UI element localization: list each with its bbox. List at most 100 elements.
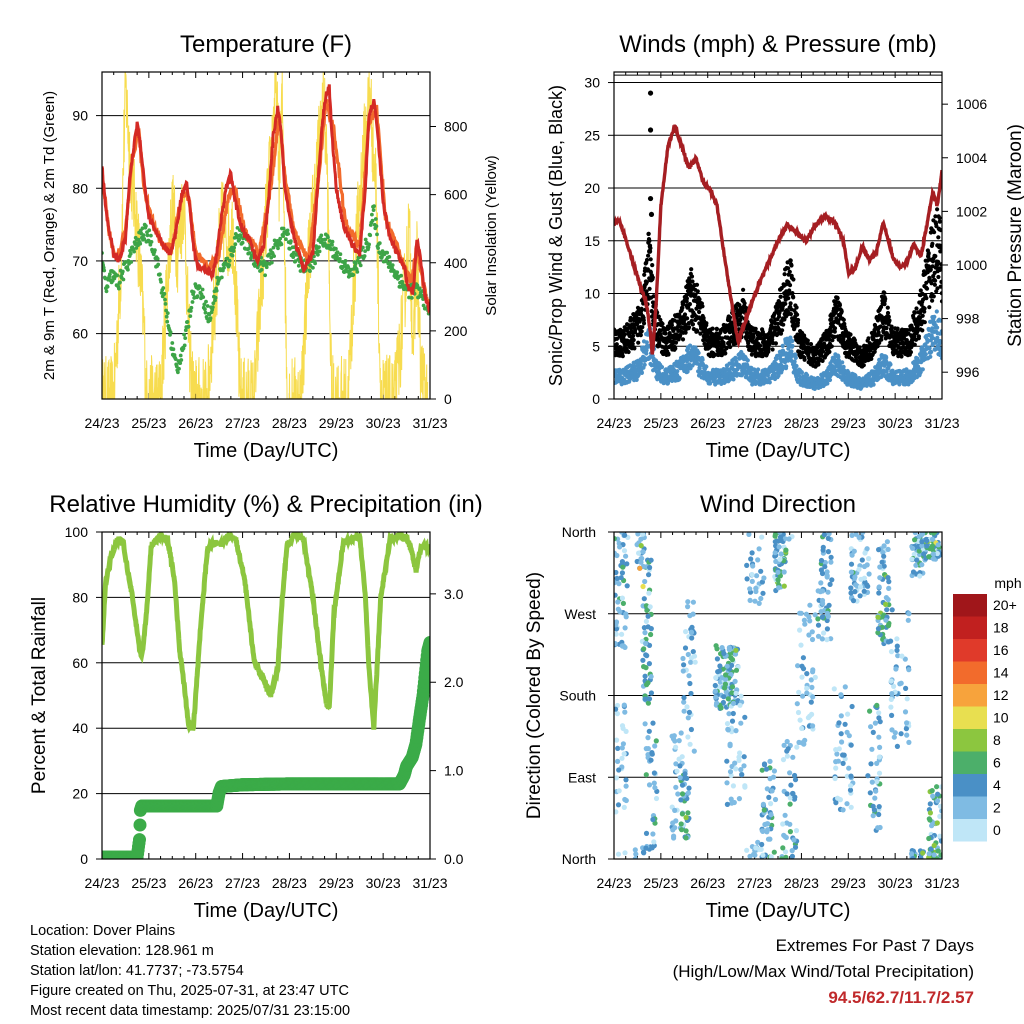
- gust-point: [882, 302, 887, 307]
- wind-point: [938, 318, 942, 323]
- dewpoint-point: [338, 252, 343, 257]
- gust-point: [620, 354, 625, 359]
- dewpoint-point: [281, 234, 285, 239]
- gust-point: [938, 284, 942, 289]
- dewpoint-point: [358, 263, 363, 268]
- direction-point: [616, 767, 622, 773]
- gust-point: [930, 264, 935, 269]
- dewpoint-point: [202, 302, 207, 307]
- gust-point: [908, 350, 914, 355]
- x-axis-label: Time (Day/UTC): [194, 900, 339, 922]
- dewpoint-point: [296, 263, 301, 268]
- dewpoint-point: [163, 302, 168, 306]
- gust-point: [773, 341, 779, 346]
- x-tick-label: 29/23: [319, 875, 354, 891]
- direction-point: [619, 570, 626, 576]
- gust-point: [780, 328, 785, 333]
- dewpoint-point: [351, 273, 356, 277]
- dewpoint-point: [395, 270, 400, 275]
- dewpoint-point: [407, 295, 411, 300]
- dewpoint-point: [203, 310, 208, 315]
- dewpoint-point: [373, 217, 378, 221]
- wind-point: [932, 314, 937, 319]
- direction-point: [623, 614, 629, 620]
- dewpoint-point: [264, 265, 269, 270]
- dewpoint-point: [102, 268, 107, 273]
- dewpoint-point: [182, 332, 187, 337]
- gust-point: [647, 238, 652, 243]
- gust-point: [650, 263, 655, 268]
- dewpoint-point: [118, 280, 122, 285]
- direction-point: [615, 851, 622, 857]
- wind-point: [840, 360, 845, 365]
- gust-point: [895, 326, 900, 331]
- y-axis-label: Direction (Colored By Speed): [524, 572, 545, 819]
- dewpoint-point: [293, 259, 298, 264]
- gust-point: [788, 312, 794, 317]
- gust-point: [932, 230, 937, 235]
- y-tick-label: 20: [584, 180, 600, 196]
- x-tick-label: 25/23: [131, 415, 166, 431]
- gust-point: [782, 317, 787, 322]
- y2-tick-label: 996: [956, 364, 980, 380]
- gust-point: [884, 326, 889, 331]
- gust-point: [795, 312, 800, 317]
- x-tick-label: 31/23: [924, 415, 959, 431]
- dewpoint-point: [240, 240, 245, 245]
- gust-point: [912, 334, 917, 339]
- wind-point: [812, 386, 818, 391]
- dewpoint-point: [168, 330, 173, 335]
- gust-point: [800, 350, 805, 355]
- gust-point: [936, 259, 941, 264]
- gust-point: [770, 347, 775, 352]
- dewpoint-point: [387, 255, 392, 259]
- wind-point: [685, 346, 691, 351]
- wind-point: [704, 364, 709, 369]
- gust-point: [693, 292, 698, 297]
- direction-point: [616, 581, 622, 587]
- gust-point: [786, 266, 791, 271]
- direction-point: [632, 847, 638, 853]
- gust-point: [686, 325, 692, 330]
- gust-point: [641, 321, 647, 326]
- dewpoint-point: [211, 301, 216, 306]
- dewpoint-point: [371, 208, 376, 213]
- dewpoint-point: [188, 314, 193, 318]
- dewpoint-point: [341, 264, 346, 269]
- direction-point: [621, 804, 627, 811]
- y-tick-label: 5: [592, 338, 600, 354]
- gust-point: [648, 257, 653, 262]
- y-tick-label: 25: [584, 127, 600, 143]
- gust-point: [766, 349, 771, 354]
- gust-point: [827, 349, 832, 354]
- dewpoint-point: [155, 256, 160, 261]
- direction-point: [614, 580, 617, 586]
- wind-point: [938, 352, 942, 358]
- dewpoint-point: [343, 259, 348, 263]
- y-axis-label: Percent & Total Rainfall: [29, 597, 50, 794]
- dewpoint-point: [330, 243, 334, 247]
- gust-point: [697, 297, 702, 302]
- y2-tick-label: 1006: [956, 96, 987, 112]
- gust-point: [879, 337, 884, 342]
- direction-point: [623, 777, 629, 783]
- y-tick-label: 0: [592, 391, 600, 407]
- direction-point: [642, 630, 648, 636]
- gust-point: [646, 253, 651, 258]
- dewpoint-point: [320, 237, 325, 242]
- wind-point: [825, 381, 830, 386]
- dewpoint-point: [253, 264, 257, 268]
- y-tick-label: 15: [584, 233, 600, 249]
- dewpoint-point: [126, 267, 130, 272]
- gust-point: [775, 321, 781, 326]
- gust-point: [924, 286, 930, 291]
- gust-point: [816, 345, 821, 350]
- gust-point: [808, 342, 814, 347]
- chart-title: Winds (mph) & Pressure (mb): [619, 31, 936, 58]
- direction-point: [633, 851, 639, 857]
- wind-point: [708, 381, 713, 386]
- direction-point: [619, 559, 626, 565]
- direction-point: [622, 796, 628, 803]
- x-tick-label: 28/23: [784, 875, 819, 891]
- winds-pressure-chart: Winds (mph) & Pressure (mb)Time (Day/UTC…: [546, 31, 1024, 462]
